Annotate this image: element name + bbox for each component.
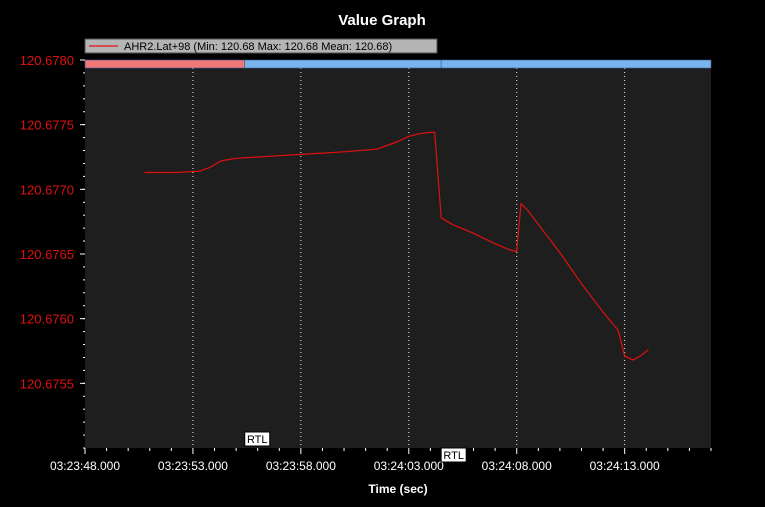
series-line bbox=[144, 131, 649, 361]
mode-annotation-box bbox=[244, 431, 271, 447]
x-tick-label: 03:23:58.000 bbox=[266, 459, 336, 473]
x-tick-label: 03:24:03.000 bbox=[374, 459, 444, 473]
y-tick-label: 120.6770 bbox=[20, 182, 74, 197]
mode-annotation: RTL bbox=[440, 447, 467, 463]
mode-bands bbox=[84, 59, 712, 69]
series-lines bbox=[144, 131, 649, 361]
x-tick-label: 03:23:48.000 bbox=[50, 459, 120, 473]
legend[interactable]: AHR2.Lat+98 (Min: 120.68 Max: 120.68 Mea… bbox=[84, 38, 438, 54]
legend-box bbox=[84, 38, 438, 54]
y-tick-labels: 120.6780 120.6775 120.6770 120.6765 120.6760… bbox=[20, 53, 74, 391]
chart-title: Value Graph bbox=[338, 12, 426, 29]
x-tick-label: 03:23:53.000 bbox=[158, 459, 228, 473]
x-tick-label: 03:24:13.000 bbox=[590, 459, 660, 473]
mode-annotation: RTL bbox=[244, 431, 271, 447]
plot-area bbox=[85, 60, 711, 448]
y-tick-label: 120.6760 bbox=[20, 312, 74, 327]
mode-annotation-label: RTL bbox=[443, 450, 464, 462]
y-tick-label: 120.6775 bbox=[20, 118, 74, 133]
mode-band bbox=[244, 59, 442, 69]
x-axis-label: Time (sec) bbox=[368, 482, 427, 496]
mode-annotations: RTL RTL bbox=[244, 431, 467, 463]
mode-annotation-box bbox=[440, 447, 467, 463]
y-tick-label: 120.6780 bbox=[20, 53, 74, 68]
grid-lines bbox=[192, 60, 626, 448]
y-tick-label: 120.6765 bbox=[20, 247, 74, 262]
mode-annotation-label: RTL bbox=[247, 434, 268, 446]
mode-band bbox=[84, 59, 246, 69]
x-tick-labels: 03:23:48.000 03:23:53.000 03:23:58.000 03:2… bbox=[50, 459, 660, 473]
legend-series-label: AHR2.Lat+98 (Min: 120.68 Max: 120.68 Mea… bbox=[124, 41, 392, 53]
y-tick-label: 120.6755 bbox=[20, 376, 74, 391]
x-tick-label: 03:24:08.000 bbox=[482, 459, 552, 473]
mode-band bbox=[440, 59, 712, 69]
